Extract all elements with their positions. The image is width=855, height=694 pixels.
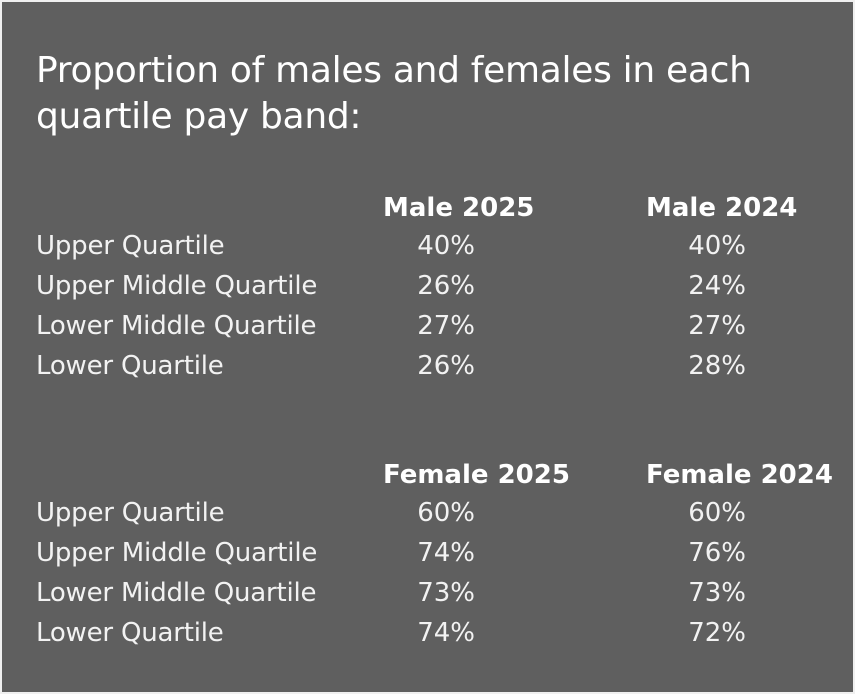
- female-2025-header: Female 2025: [383, 460, 570, 490]
- quartile-label: Lower Quartile: [36, 351, 224, 381]
- quartile-label: Upper Quartile: [36, 231, 225, 261]
- female-2024-value: 76%: [688, 538, 746, 568]
- female-2024-header: Female 2024: [646, 460, 833, 490]
- title-line-1: Proportion of males and females in each: [36, 50, 752, 91]
- male-2025-header: Male 2025: [383, 193, 535, 223]
- quartile-label: Upper Quartile: [36, 498, 225, 528]
- table-row: Upper Quartile 40% 40%: [2, 226, 855, 266]
- female-2025-value: 74%: [417, 538, 475, 568]
- female-2025-value: 60%: [417, 498, 475, 528]
- female-2025-value: 74%: [417, 618, 475, 648]
- male-2025-value: 27%: [417, 311, 475, 341]
- male-2024-value: 24%: [688, 271, 746, 301]
- quartile-label: Upper Middle Quartile: [36, 271, 318, 301]
- table-row: Upper Middle Quartile 74% 76%: [2, 533, 855, 573]
- male-2025-value: 40%: [417, 231, 475, 261]
- male-2024-header: Male 2024: [646, 193, 798, 223]
- male-2025-value: 26%: [417, 351, 475, 381]
- quartile-label: Lower Middle Quartile: [36, 311, 317, 341]
- quartile-label: Upper Middle Quartile: [36, 538, 318, 568]
- table-row: Upper Quartile 60% 60%: [2, 493, 855, 533]
- female-2024-value: 73%: [688, 578, 746, 608]
- female-2024-value: 60%: [688, 498, 746, 528]
- table-row: Lower Quartile 26% 28%: [2, 346, 855, 386]
- quartile-label: Lower Quartile: [36, 618, 224, 648]
- table-row: Lower Quartile 74% 72%: [2, 613, 855, 653]
- male-2025-value: 26%: [417, 271, 475, 301]
- title-line-2: quartile pay band:: [36, 96, 362, 137]
- female-2025-value: 73%: [417, 578, 475, 608]
- female-2024-value: 72%: [688, 618, 746, 648]
- quartile-label: Lower Middle Quartile: [36, 578, 317, 608]
- table-row: Lower Middle Quartile 73% 73%: [2, 573, 855, 613]
- table-row: Upper Middle Quartile 26% 24%: [2, 266, 855, 306]
- male-2024-value: 40%: [688, 231, 746, 261]
- page-title: Proportion of males and females in each …: [36, 48, 796, 140]
- male-2024-value: 28%: [688, 351, 746, 381]
- male-2024-value: 27%: [688, 311, 746, 341]
- table-row: Lower Middle Quartile 27% 27%: [2, 306, 855, 346]
